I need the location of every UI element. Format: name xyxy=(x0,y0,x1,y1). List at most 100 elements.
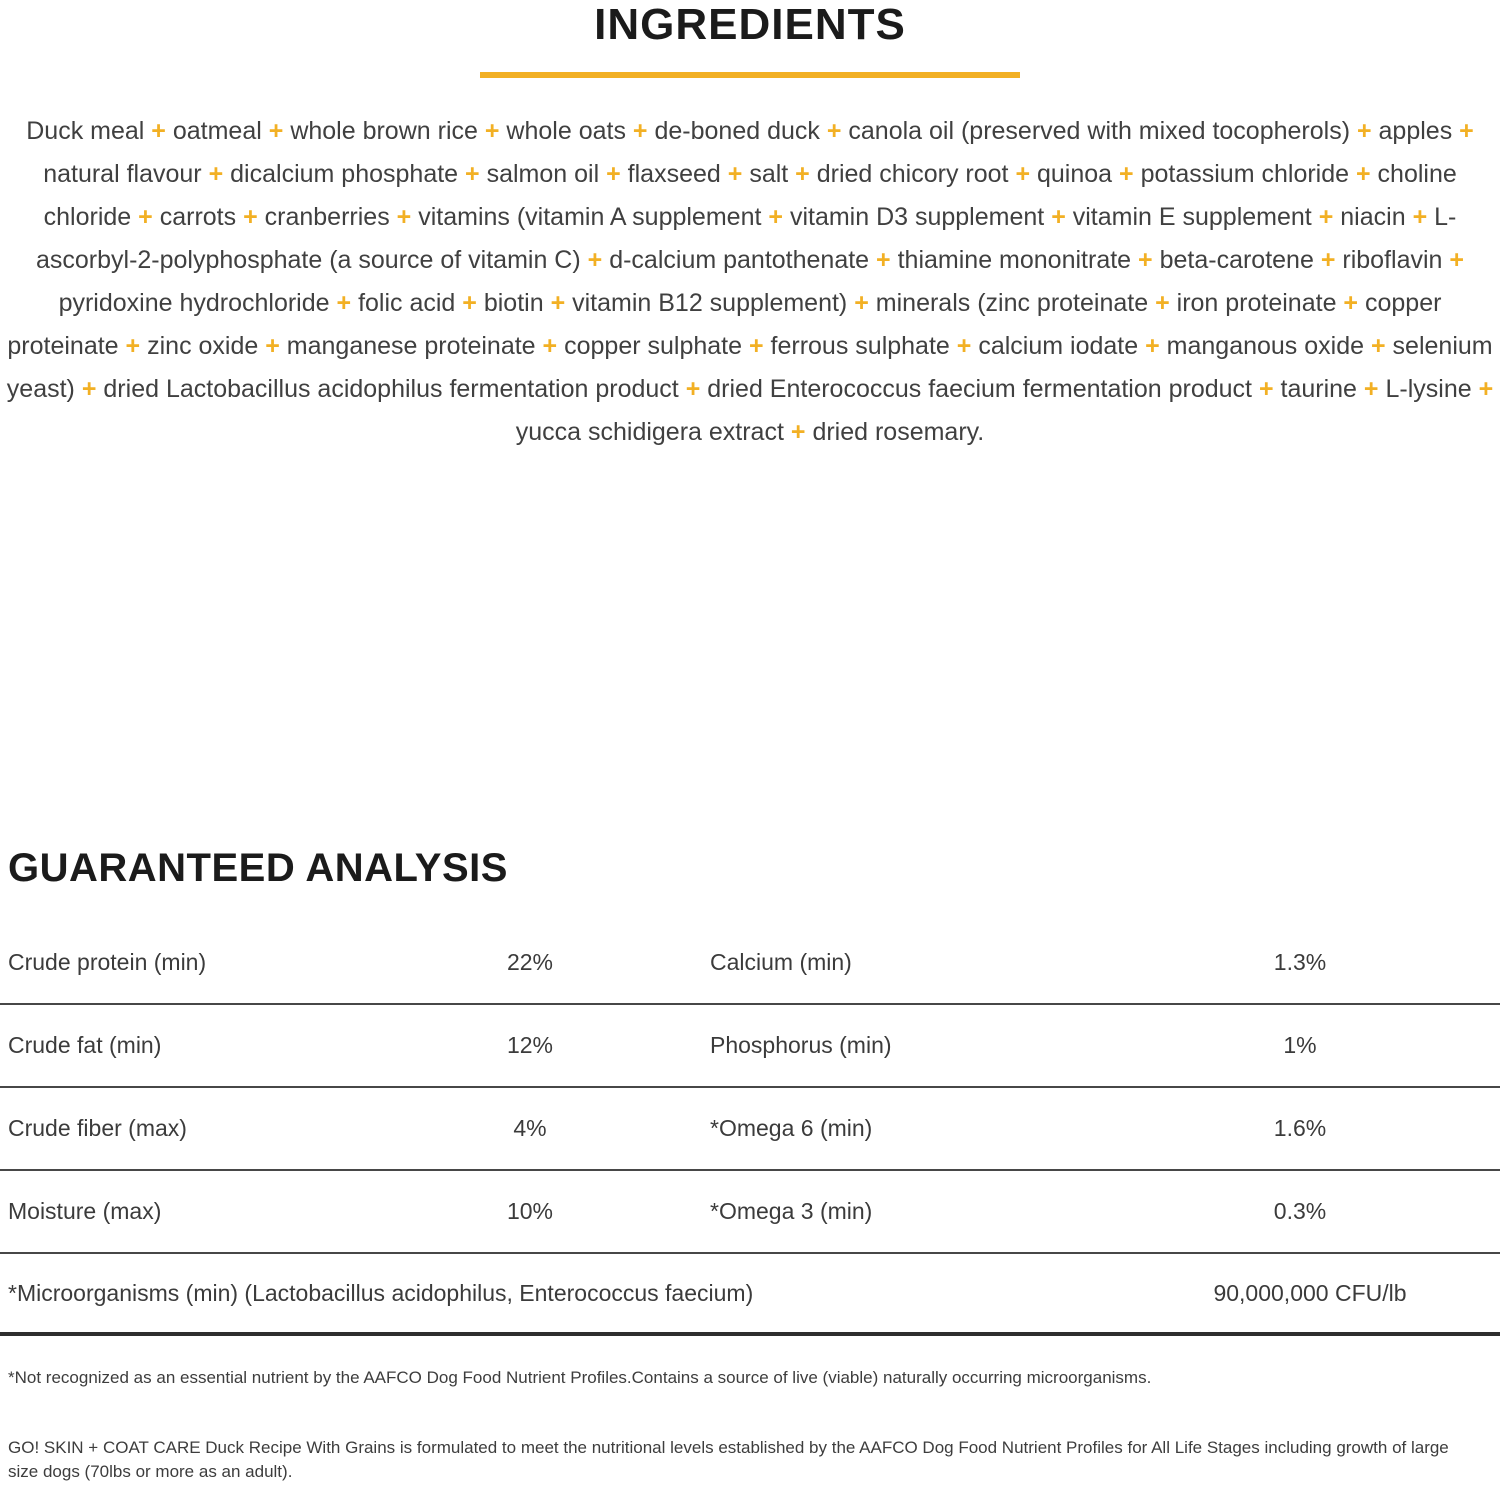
ingredient-item: potassium chloride xyxy=(1140,160,1350,188)
analysis-value: 0.3% xyxy=(1273,1198,1327,1224)
ingredient-item: apples xyxy=(1378,117,1453,145)
plus-separator: + xyxy=(1363,375,1379,403)
ingredient-item: manganous oxide xyxy=(1166,332,1365,360)
plus-separator: + xyxy=(396,203,412,231)
plus-separator: + xyxy=(587,246,603,274)
plus-separator: + xyxy=(606,160,621,188)
plus-separator: + xyxy=(208,160,224,188)
plus-separator: + xyxy=(1343,289,1359,317)
ingredient-item: flaxseed xyxy=(627,160,721,188)
analysis-rows: Crude protein (min) 22% Calcium (min) 1.3% C… xyxy=(0,922,1500,1254)
ingredients-title: INGREDIENTS xyxy=(594,0,906,49)
analysis-label: Moisture (max) xyxy=(8,1198,162,1224)
analysis-value: 1.3% xyxy=(1273,949,1327,975)
analysis-label: *Omega 3 (min) xyxy=(710,1198,873,1224)
plus-separator: + xyxy=(790,418,806,446)
plus-separator: + xyxy=(243,203,258,231)
plus-separator: + xyxy=(1478,375,1494,403)
ingredient-item: folic acid xyxy=(358,289,456,317)
analysis-row: Crude fat (min) 12% Phosphorus (min) 1% xyxy=(0,1005,1500,1088)
plus-separator: + xyxy=(1356,117,1372,145)
plus-separator: + xyxy=(748,332,764,360)
plus-separator: + xyxy=(550,289,566,317)
ingredient-item: biotin xyxy=(483,289,544,317)
microorganisms-row: *Microorganisms (min) (Lactobacillus aci… xyxy=(0,1254,1500,1336)
ingredient-item: de-boned duck xyxy=(654,117,820,145)
ingredient-item: salt xyxy=(749,160,789,188)
ingredient-item: ferrous sulphate xyxy=(770,332,950,360)
ingredient-item: L-lysine xyxy=(1385,375,1472,403)
ingredient-item: quinoa xyxy=(1037,160,1113,188)
plus-separator: + xyxy=(1449,246,1465,274)
ingredient-item: vitamin E supplement xyxy=(1072,203,1312,231)
ingredient-item: minerals (zinc proteinate xyxy=(875,289,1149,317)
plus-separator: + xyxy=(854,289,869,317)
plus-separator: + xyxy=(685,375,701,403)
ingredient-item: beta-carotene xyxy=(1159,246,1314,274)
plus-separator: + xyxy=(727,160,743,188)
guaranteed-analysis-section: GUARANTEED ANALYSIS Crude protein (min) 2… xyxy=(0,845,1500,1484)
plus-separator: + xyxy=(81,375,97,403)
ingredient-item: dried rosemary. xyxy=(812,418,985,446)
plus-separator: + xyxy=(484,117,500,145)
ingredient-item: Duck meal xyxy=(26,117,145,145)
ingredient-item: thiamine mononitrate xyxy=(897,246,1132,274)
plus-separator: + xyxy=(1258,375,1274,403)
ingredient-item: canola oil (preserved with mixed tocophe… xyxy=(848,117,1351,145)
plus-separator: + xyxy=(1155,289,1170,317)
ingredient-item: L-ascorbyl-2-polyphosphate (a source of … xyxy=(35,203,1457,274)
analysis-label: Phosphorus (min) xyxy=(710,1032,892,1058)
accent-divider xyxy=(480,72,1020,78)
analysis-row: Moisture (max) 10% *Omega 3 (min) 0.3% xyxy=(0,1171,1500,1254)
ingredient-item: taurine xyxy=(1280,375,1357,403)
ingredient-item: salmon oil xyxy=(486,160,600,188)
plus-separator: + xyxy=(268,117,284,145)
ingredient-item: copper proteinate xyxy=(7,289,1442,360)
ingredient-item: d-calcium pantothenate xyxy=(609,246,870,274)
footnote-aafco: *Not recognized as an essential nutrient… xyxy=(8,1368,1152,1387)
plus-separator: + xyxy=(1051,203,1066,231)
analysis-value: 10% xyxy=(506,1198,554,1224)
ingredient-item: manganese proteinate xyxy=(286,332,536,360)
ingredient-item: oatmeal xyxy=(172,117,262,145)
footnote-formulation: GO! SKIN + COAT CARE Duck Recipe With Gr… xyxy=(8,1438,1449,1481)
plus-separator: + xyxy=(1145,332,1160,360)
plus-separator: + xyxy=(151,117,166,145)
analysis-value: 4% xyxy=(513,1115,547,1141)
plus-separator: + xyxy=(1412,203,1428,231)
ingredient-item: selenium yeast) xyxy=(6,332,1493,403)
ingredient-item: choline chloride xyxy=(43,160,1457,231)
plus-separator: + xyxy=(1459,117,1474,145)
analysis-value: 1% xyxy=(1283,1032,1317,1058)
ingredient-item: yucca schidigera extract xyxy=(515,418,784,446)
plus-separator: + xyxy=(956,332,972,360)
plus-separator: + xyxy=(1015,160,1031,188)
ingredient-item: iron proteinate xyxy=(1176,289,1337,317)
plus-separator: + xyxy=(1320,246,1336,274)
analysis-row: Crude protein (min) 22% Calcium (min) 1.3% xyxy=(0,922,1500,1005)
plus-separator: + xyxy=(632,117,648,145)
plus-separator: + xyxy=(465,160,480,188)
plus-separator: + xyxy=(795,160,810,188)
ingredient-item: dried Lactobacillus acidophilus fermenta… xyxy=(103,375,679,403)
plus-separator: + xyxy=(336,289,352,317)
analysis-label: Calcium (min) xyxy=(710,949,852,975)
plus-separator: + xyxy=(1355,160,1371,188)
ingredient-item: calcium iodate xyxy=(978,332,1139,360)
guaranteed-analysis-title: GUARANTEED ANALYSIS xyxy=(8,846,508,890)
ingredient-item: niacin xyxy=(1340,203,1406,231)
ingredient-item: pyridoxine hydrochloride xyxy=(58,289,330,317)
ingredient-item: vitamin D3 supplement xyxy=(789,203,1045,231)
plus-separator: + xyxy=(1370,332,1386,360)
plus-separator: + xyxy=(138,203,153,231)
ingredients-section: INGREDIENTS Duck meal + oatmeal + whole … xyxy=(0,0,1500,454)
analysis-row: Crude fiber (max) 4% *Omega 6 (min) 1.6% xyxy=(0,1088,1500,1171)
analysis-label: Crude protein (min) xyxy=(8,949,207,975)
ingredient-item: riboflavin xyxy=(1342,246,1443,274)
plus-separator: + xyxy=(265,332,280,360)
analysis-value: 1.6% xyxy=(1273,1115,1327,1141)
ingredient-item: vitamins (vitamin A supplement xyxy=(418,203,762,231)
plus-separator: + xyxy=(826,117,842,145)
guaranteed-analysis-table: Crude protein (min) 22% Calcium (min) 1.3% C… xyxy=(0,922,1500,1336)
